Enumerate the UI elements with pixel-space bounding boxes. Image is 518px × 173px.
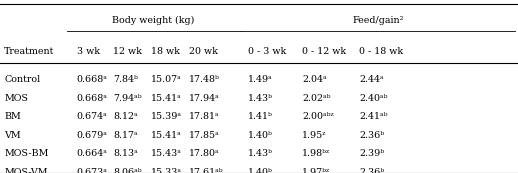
Text: 17.80ᵃ: 17.80ᵃ xyxy=(189,149,220,158)
Text: Treatment: Treatment xyxy=(4,47,54,56)
Text: 17.61ᵃᵇ: 17.61ᵃᵇ xyxy=(189,168,224,173)
Text: VM: VM xyxy=(4,131,21,140)
Text: 15.33ᵃ: 15.33ᵃ xyxy=(151,168,182,173)
Text: 0.668ᵃ: 0.668ᵃ xyxy=(77,75,108,84)
Text: 2.36ᵇ: 2.36ᵇ xyxy=(359,131,384,140)
Text: Feed/gain²: Feed/gain² xyxy=(352,16,404,25)
Text: MOS-BM: MOS-BM xyxy=(4,149,49,158)
Text: 1.43ᵇ: 1.43ᵇ xyxy=(248,149,272,158)
Text: 0.664ᵃ: 0.664ᵃ xyxy=(77,149,108,158)
Text: 0.674ᵃ: 0.674ᵃ xyxy=(77,112,107,121)
Text: 18 wk: 18 wk xyxy=(151,47,180,56)
Text: 3 wk: 3 wk xyxy=(77,47,99,56)
Text: 1.97ᵇᶻ: 1.97ᵇᶻ xyxy=(302,168,330,173)
Text: 15.43ᵃ: 15.43ᵃ xyxy=(151,149,182,158)
Text: 0 - 3 wk: 0 - 3 wk xyxy=(248,47,286,56)
Text: 1.98ᵇᶻ: 1.98ᵇᶻ xyxy=(302,149,330,158)
Text: MOS: MOS xyxy=(4,94,28,103)
Text: 17.48ᵇ: 17.48ᵇ xyxy=(189,75,220,84)
Text: 17.85ᵃ: 17.85ᵃ xyxy=(189,131,220,140)
Text: 20 wk: 20 wk xyxy=(189,47,218,56)
Text: 2.44ᵃ: 2.44ᵃ xyxy=(359,75,384,84)
Text: 8.12ᵃ: 8.12ᵃ xyxy=(113,112,138,121)
Text: 2.36ᵇ: 2.36ᵇ xyxy=(359,168,384,173)
Text: 2.41ᵃᵇ: 2.41ᵃᵇ xyxy=(359,112,387,121)
Text: 1.41ᵇ: 1.41ᵇ xyxy=(248,112,272,121)
Text: Control: Control xyxy=(4,75,40,84)
Text: 0 - 18 wk: 0 - 18 wk xyxy=(359,47,403,56)
Text: 17.94ᵃ: 17.94ᵃ xyxy=(189,94,220,103)
Text: 1.40ᵇ: 1.40ᵇ xyxy=(248,131,272,140)
Text: 2.02ᵃᵇ: 2.02ᵃᵇ xyxy=(302,94,330,103)
Text: 17.81ᵃ: 17.81ᵃ xyxy=(189,112,220,121)
Text: 15.39ᵃ: 15.39ᵃ xyxy=(151,112,182,121)
Text: 7.94ᵃᵇ: 7.94ᵃᵇ xyxy=(113,94,141,103)
Text: 15.41ᵃ: 15.41ᵃ xyxy=(151,94,182,103)
Text: 1.43ᵇ: 1.43ᵇ xyxy=(248,94,272,103)
Text: 2.00ᵃᵇᶻ: 2.00ᵃᵇᶻ xyxy=(302,112,334,121)
Text: 8.06ᵃᵇ: 8.06ᵃᵇ xyxy=(113,168,141,173)
Text: 1.40ᵇ: 1.40ᵇ xyxy=(248,168,272,173)
Text: Body weight (kg): Body weight (kg) xyxy=(111,16,194,25)
Text: 15.41ᵃ: 15.41ᵃ xyxy=(151,131,182,140)
Text: 1.95ᶻ: 1.95ᶻ xyxy=(302,131,326,140)
Text: 1.49ᵃ: 1.49ᵃ xyxy=(248,75,272,84)
Text: 0 - 12 wk: 0 - 12 wk xyxy=(302,47,346,56)
Text: 8.13ᵃ: 8.13ᵃ xyxy=(113,149,138,158)
Text: 2.39ᵇ: 2.39ᵇ xyxy=(359,149,384,158)
Text: 8.17ᵃ: 8.17ᵃ xyxy=(113,131,138,140)
Text: 15.07ᵃ: 15.07ᵃ xyxy=(151,75,182,84)
Text: 0.673ᵃ: 0.673ᵃ xyxy=(77,168,108,173)
Text: 0.668ᵃ: 0.668ᵃ xyxy=(77,94,108,103)
Text: 2.04ᵃ: 2.04ᵃ xyxy=(302,75,327,84)
Text: 2.40ᵃᵇ: 2.40ᵃᵇ xyxy=(359,94,387,103)
Text: BM: BM xyxy=(4,112,21,121)
Text: 12 wk: 12 wk xyxy=(113,47,142,56)
Text: 7.84ᵇ: 7.84ᵇ xyxy=(113,75,138,84)
Text: 0.679ᵃ: 0.679ᵃ xyxy=(77,131,108,140)
Text: MOS-VM: MOS-VM xyxy=(4,168,48,173)
